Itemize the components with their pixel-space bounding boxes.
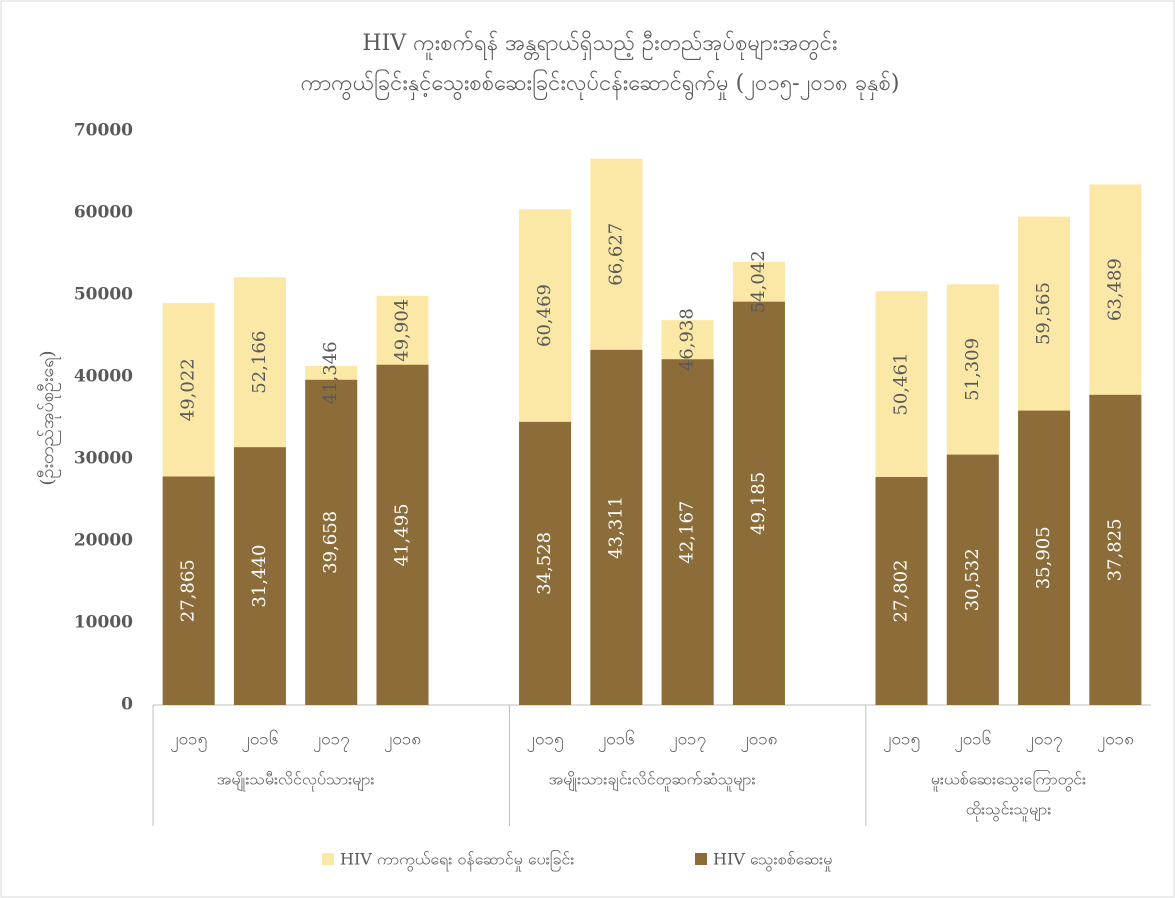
data-label: 46,938 — [677, 308, 698, 371]
data-label: 59,565 — [1033, 282, 1054, 345]
bar — [233, 447, 286, 705]
legend-label: HIV ကာကွယ်ရေး ဝန်ဆောင်မှု ပေးခြင်း — [340, 850, 574, 872]
legend-swatch — [322, 853, 334, 865]
data-label: 37,825 — [1104, 518, 1125, 581]
legend-label: HIV သွေးစစ်ဆေးမှု — [713, 850, 832, 872]
data-label: 43,311 — [605, 496, 626, 559]
group-label: မူးယစ်ဆေးသွေးကြောတွင်း — [931, 770, 1086, 792]
bar — [162, 476, 215, 705]
chart-title: ကာကွယ်ခြင်းနှင့်သွေးစစ်ဆေးခြင်းလုပ်ငန်းဆ… — [301, 69, 900, 101]
chart-title: HIV ကူးစက်ရန် အန္တရာယ်ရှိသည့် ဦးတည်အုပ်စ… — [362, 30, 837, 61]
x-tick-label: ၂၀၁၈ — [740, 730, 777, 753]
y-tick-label: 10000 — [74, 613, 133, 633]
data-label: 27,802 — [891, 560, 912, 623]
data-label: 39,658 — [320, 511, 341, 574]
x-tick-label: ၂၀၁၆ — [598, 729, 635, 753]
data-label: 49,904 — [392, 299, 413, 362]
y-tick-label: 60000 — [74, 203, 133, 223]
data-label: 31,440 — [249, 545, 270, 608]
x-tick-label: ၂၀၁၇ — [313, 730, 350, 753]
bar — [875, 477, 928, 705]
y-tick-label: 0 — [121, 695, 133, 715]
x-tick-label: ၂၀၁၈ — [1097, 730, 1134, 753]
data-label: 42,167 — [677, 501, 698, 564]
data-label: 41,346 — [320, 341, 341, 404]
x-tick-label: ၂၀၁၆ — [954, 729, 991, 753]
bar — [946, 454, 999, 705]
y-tick-label: 50000 — [74, 285, 133, 305]
bar — [590, 349, 643, 705]
data-label: 49,022 — [178, 358, 199, 421]
data-label: 49,185 — [748, 472, 769, 535]
data-label: 52,166 — [249, 331, 270, 394]
data-label: 54,042 — [748, 250, 769, 313]
data-label: 35,905 — [1033, 526, 1054, 589]
data-label: 27,865 — [178, 559, 199, 622]
group-label: အမျိုးသားချင်းလိင်တူဆက်ဆံသူများ — [548, 770, 755, 792]
y-axis-label: (ဦးတည်အုပ်စုဦးရေ) — [37, 350, 61, 485]
x-tick-label: ၂၀၁၆ — [241, 729, 278, 753]
bar — [376, 364, 429, 705]
data-label: 60,469 — [534, 284, 555, 347]
bar — [1018, 410, 1071, 705]
data-label: 30,532 — [962, 548, 983, 611]
x-tick-label: ၂၀၁၅ — [527, 730, 564, 753]
bar — [519, 421, 572, 705]
x-tick-label: ၂၀၁၇ — [1026, 730, 1063, 753]
y-tick-label: 40000 — [74, 367, 133, 387]
data-label: 51,309 — [962, 338, 983, 401]
group-label: ထိုးသွင်းသူများ — [966, 800, 1052, 822]
data-label: 41,495 — [392, 503, 413, 566]
x-tick-label: ၂၀၁၇ — [669, 730, 706, 753]
bar — [732, 301, 785, 705]
data-label: 63,489 — [1104, 258, 1125, 321]
data-label: 66,627 — [605, 223, 626, 286]
data-label: 34,528 — [534, 532, 555, 595]
legend-swatch — [695, 853, 707, 865]
bar — [1089, 394, 1142, 705]
y-tick-label: 70000 — [74, 121, 133, 141]
y-tick-label: 30000 — [74, 449, 133, 469]
y-tick-label: 20000 — [74, 531, 133, 551]
data-label: 50,461 — [891, 353, 912, 416]
x-tick-label: ၂၀၁၈ — [384, 730, 421, 753]
x-tick-label: ၂၀၁၅ — [170, 730, 207, 753]
bar — [661, 359, 714, 705]
x-tick-label: ၂၀၁၅ — [883, 730, 920, 753]
group-label: အမျိုးသမီးလိင်လုပ်သားများ — [217, 770, 375, 792]
bar — [305, 379, 358, 705]
